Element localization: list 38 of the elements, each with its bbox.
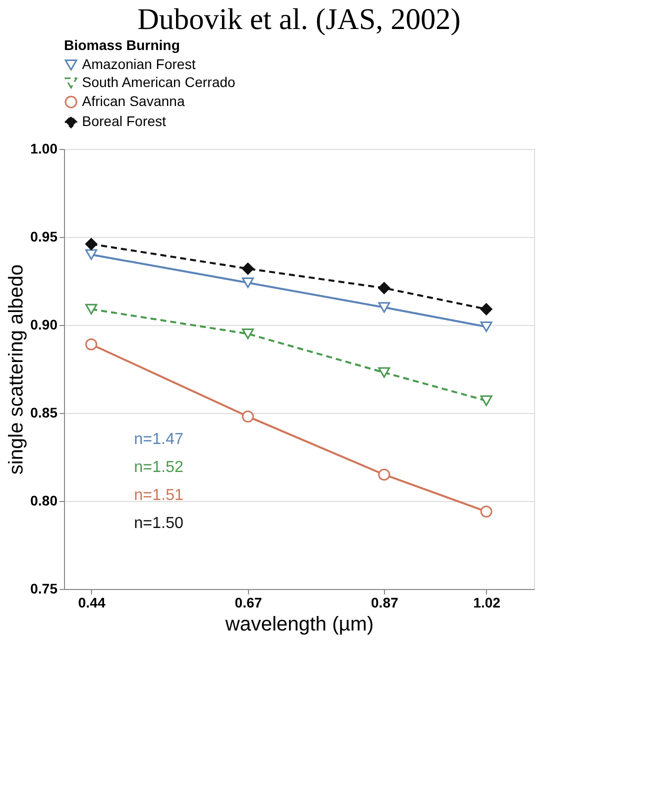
y-tick-label: 0.80 xyxy=(30,492,58,508)
point xyxy=(480,303,492,316)
x-tick-label: 0.67 xyxy=(234,594,262,610)
point xyxy=(242,410,254,423)
point xyxy=(242,277,254,288)
point xyxy=(378,367,390,378)
y-tick-label: 0.90 xyxy=(30,316,58,332)
chart-title: Dubovik et al. (JAS, 2002) xyxy=(137,3,461,36)
x-tick-label: 1.02 xyxy=(473,594,501,610)
legend-label: African Savanna xyxy=(82,93,185,109)
legend-title: Biomass Burning xyxy=(64,37,180,53)
x-tick-label: 0.44 xyxy=(78,594,106,610)
point xyxy=(378,302,390,313)
point xyxy=(378,468,390,481)
y-tick-label: 0.75 xyxy=(30,580,58,596)
x-axis-title: wavelength (µm) xyxy=(224,614,374,636)
point xyxy=(85,304,98,314)
x-tick-label: 0.87 xyxy=(371,594,398,610)
point xyxy=(480,321,492,332)
y-tick-label: 0.85 xyxy=(30,404,58,420)
legend-label: Boreal Forest xyxy=(82,113,166,129)
y-tick-label: 1.00 xyxy=(30,140,58,156)
point xyxy=(85,249,98,260)
point xyxy=(242,262,254,275)
y-axis-title: single scattering albedo xyxy=(5,264,28,475)
annotation: n=1.51 xyxy=(134,487,184,504)
point xyxy=(85,338,98,350)
point xyxy=(480,395,492,406)
annotation: n=1.47 xyxy=(134,431,184,448)
y-tick-label: 0.95 xyxy=(30,228,58,244)
point xyxy=(242,328,254,340)
point xyxy=(480,506,492,518)
legend-label: Amazonian Forest xyxy=(82,56,196,72)
legend-label: South American Cerrado xyxy=(82,74,236,90)
annotation: n=1.52 xyxy=(134,459,184,476)
point xyxy=(85,238,98,250)
point xyxy=(378,282,390,294)
annotation: n=1.50 xyxy=(134,515,184,532)
